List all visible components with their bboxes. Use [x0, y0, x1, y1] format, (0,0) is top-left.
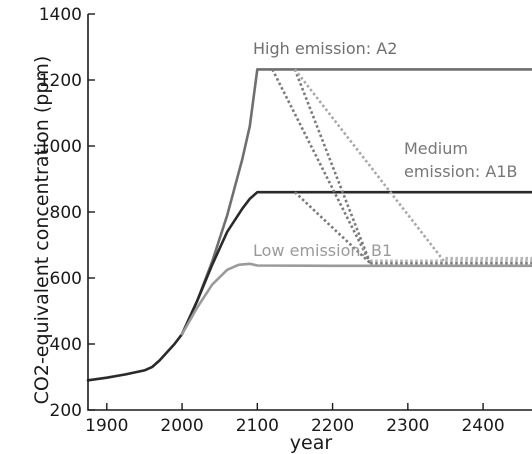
y-tick-label: 1400	[39, 5, 82, 25]
y-axis-title: CO2-equivalent concentration (ppm)	[31, 56, 53, 405]
annotation-high-emission: High emission: A2	[253, 39, 397, 58]
axes	[87, 14, 532, 411]
annotation-medium-line2: emission: A1B	[404, 162, 518, 181]
y-tick-label: 200	[50, 401, 82, 421]
dotted-series-line-7	[294, 191, 372, 265]
series-line-0	[86, 332, 184, 382]
axis-lines	[87, 14, 532, 411]
dotted-series-line-5	[293, 68, 372, 264]
y-tick-label: 1000	[39, 137, 82, 157]
x-tick-label: 2100	[236, 416, 279, 436]
x-tick-label: 2000	[160, 416, 203, 436]
annotation-low-emission: Low emission: B1	[253, 241, 392, 260]
x-tick-label: 2200	[311, 416, 354, 436]
y-tick-label: 1200	[39, 71, 82, 91]
x-tick-label: 2400	[461, 416, 504, 436]
x-tick-label: 1900	[85, 416, 128, 436]
dotted-series-line-6	[293, 68, 447, 264]
y-tick-label: 400	[50, 335, 82, 355]
dotted-series-line-4	[271, 68, 372, 264]
x-axis-title: year	[290, 432, 333, 454]
series-line-1	[180, 68, 532, 336]
x-tick-label: 2300	[386, 416, 429, 436]
ticks: 200 400 600 800 1000 1200 1400 1900 2000 2100 2200…	[39, 5, 505, 436]
series-line-3	[180, 262, 532, 336]
annotation-medium-line1: Medium	[404, 139, 468, 158]
plot-marks	[86, 68, 532, 382]
series-line-2	[180, 190, 532, 336]
y-tick-label: 800	[50, 203, 82, 223]
y-tick-label: 600	[50, 269, 82, 289]
